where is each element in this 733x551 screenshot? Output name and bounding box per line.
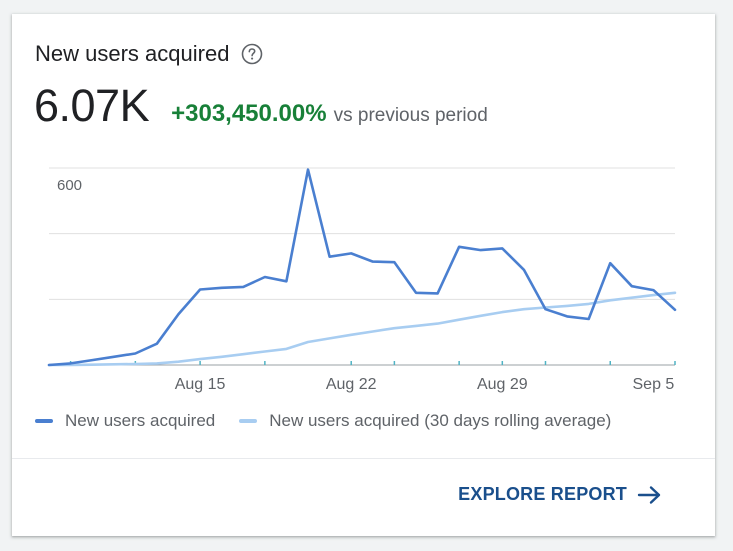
card-title: New users acquired bbox=[35, 41, 230, 66]
legend-label-secondary: New users acquired (30 days rolling aver… bbox=[269, 411, 612, 430]
users-line-chart: 600 Aug 15 Aug 22 Aug 29 Sep 5 bbox=[47, 167, 677, 393]
card-header: New users acquired bbox=[35, 41, 264, 67]
period-comparison: vs previous period bbox=[333, 105, 488, 126]
delta-percent: +303,450.00% bbox=[171, 100, 327, 127]
explore-report-link[interactable]: EXPLORE REPORT bbox=[458, 484, 663, 505]
legend-item-primary[interactable]: New users acquired bbox=[35, 411, 215, 431]
x-tick-label-0: Aug 15 bbox=[175, 376, 226, 393]
x-tick-label-1: Aug 22 bbox=[326, 376, 377, 393]
legend-swatch-secondary bbox=[239, 419, 258, 423]
card-divider bbox=[12, 458, 715, 459]
legend-swatch-primary bbox=[35, 419, 53, 423]
series-line-0 bbox=[47, 168, 677, 367]
chart-legend: New users acquired New users acquired (3… bbox=[35, 411, 635, 431]
new-users-card: New users acquired 6.07K +303,450.00% vs… bbox=[12, 14, 715, 536]
metric-value: 6.07K bbox=[34, 80, 150, 131]
metric-row: 6.07K +303,450.00% vs previous period bbox=[34, 80, 488, 132]
x-tick-label-2: Aug 29 bbox=[477, 376, 528, 393]
legend-label-primary: New users acquired bbox=[65, 411, 216, 430]
explore-report-label: EXPLORE REPORT bbox=[458, 484, 627, 504]
series-line-1 bbox=[47, 291, 677, 367]
legend-item-secondary[interactable]: New users acquired (30 days rolling aver… bbox=[239, 411, 611, 431]
y-tick-label-600: 600 bbox=[57, 177, 82, 194]
x-tick-label-3: Sep 5 bbox=[633, 376, 675, 393]
help-circle-icon[interactable] bbox=[240, 42, 264, 66]
arrow-right-icon bbox=[637, 485, 661, 504]
